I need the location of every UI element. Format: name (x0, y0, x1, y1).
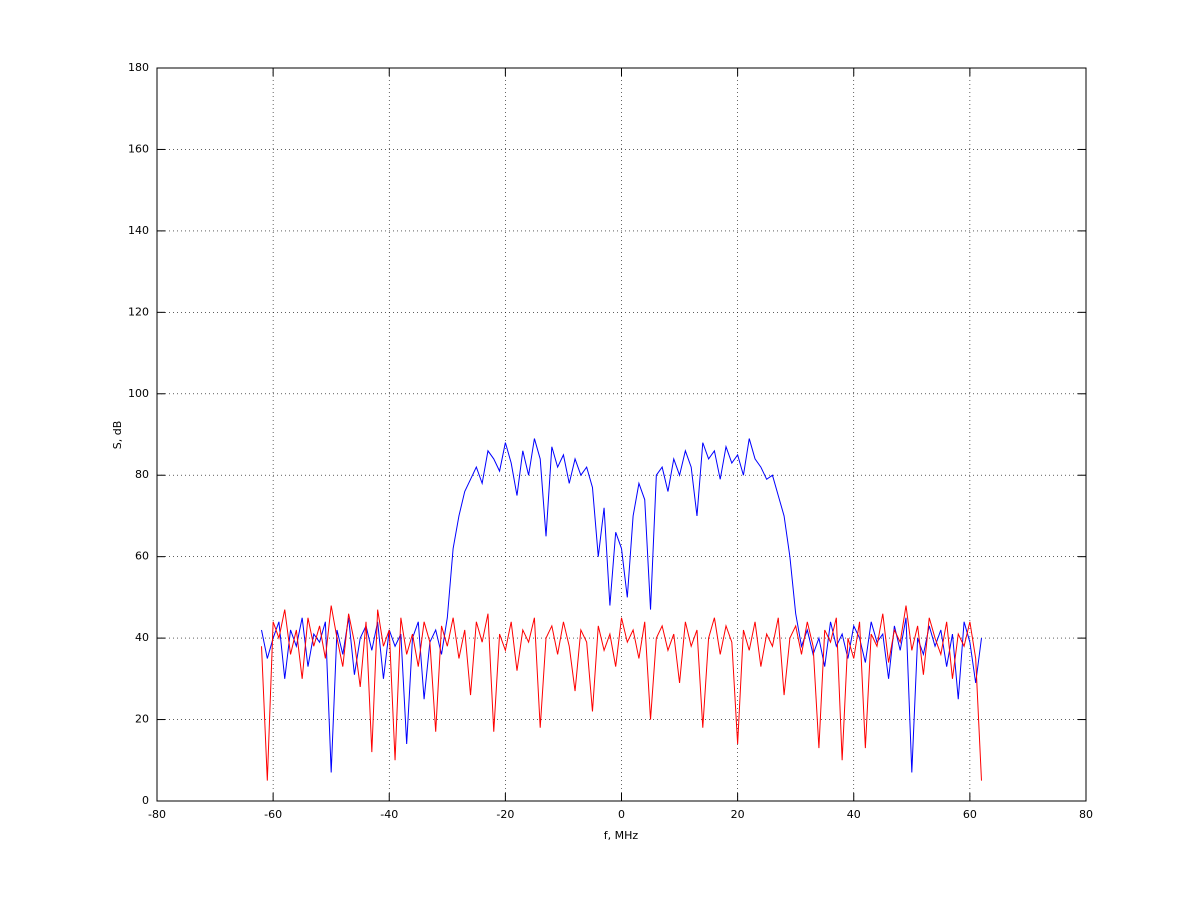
series-line (261, 605, 982, 781)
x-tick-label: 20 (731, 808, 745, 821)
series-line (261, 438, 982, 773)
x-tick-label: -20 (496, 808, 514, 821)
y-tick-label: 40 (135, 631, 149, 644)
plot-frame (156, 67, 1087, 802)
y-tick-label: 180 (128, 61, 149, 74)
y-tick-label: 100 (128, 387, 149, 400)
x-tick-label: 40 (847, 808, 861, 821)
y-tick-label: 0 (142, 794, 149, 807)
x-tick-label: -80 (148, 808, 166, 821)
y-tick-label: 20 (135, 713, 149, 726)
x-tick-label: -60 (264, 808, 282, 821)
y-tick-label: 60 (135, 550, 149, 563)
y-tick-label: 160 (128, 142, 149, 155)
x-tick-label: 80 (1079, 808, 1093, 821)
y-axis-label: S, dB (111, 421, 124, 450)
y-tick-label: 120 (128, 305, 149, 318)
x-tick-label: 60 (963, 808, 977, 821)
x-axis-label: f, MHz (604, 829, 639, 842)
x-tick-label: -40 (380, 808, 398, 821)
y-tick-label: 80 (135, 468, 149, 481)
y-tick-label: 140 (128, 224, 149, 237)
x-tick-label: 0 (618, 808, 625, 821)
